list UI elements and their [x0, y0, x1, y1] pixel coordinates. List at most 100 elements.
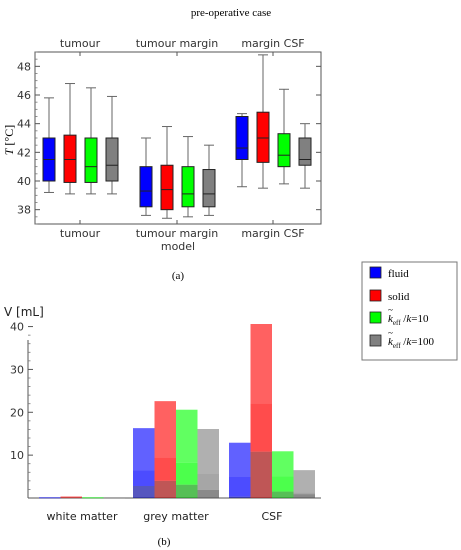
a-ytick-label: 46 [17, 89, 31, 102]
legend-item: keff /k=100~ [369, 328, 434, 350]
bar-layer [293, 494, 315, 498]
bar-layer [103, 497, 125, 499]
a-ytick-label: 44 [17, 118, 31, 131]
legend-swatch [369, 266, 382, 279]
box-body [277, 133, 291, 168]
bar-stack [272, 451, 294, 498]
box-body [105, 137, 119, 182]
bar-layer-shade [229, 496, 251, 498]
bar-layer-shade [250, 451, 272, 498]
bar-layer [250, 403, 272, 452]
b-category-label: CSF [262, 510, 283, 523]
bar-layer-shade [293, 494, 315, 498]
bar-layer [229, 496, 251, 498]
bar-stack [133, 428, 155, 498]
bar-layer-shade [133, 486, 155, 498]
bar-layer [229, 477, 251, 497]
bar-layer [39, 497, 61, 499]
bar-layer-shade [176, 484, 198, 498]
box-body [235, 116, 249, 160]
panel-a-top-category-labels: tumour tumour margin margin CSF [60, 37, 305, 50]
legend-item: fluid [369, 266, 409, 280]
bar-layer [293, 470, 315, 493]
legend-tilde: ~ [388, 305, 393, 315]
bar-stack [154, 401, 176, 498]
box-body [298, 137, 312, 166]
a-top-category-label: tumour margin [136, 37, 219, 50]
bar-stack [176, 409, 198, 498]
b-ytick-label: 40 [10, 321, 24, 334]
box-plot [63, 83, 77, 195]
bar-layer [272, 476, 294, 492]
a-top-category-label: tumour [60, 37, 101, 50]
legend-item: keff /k=10~ [369, 305, 429, 327]
bar-stack [60, 496, 82, 499]
box-body [160, 164, 174, 211]
bar-stack [103, 497, 125, 499]
a-bottom-category-label: tumour [60, 227, 101, 240]
bar-stack [229, 442, 251, 498]
bar-stack [197, 429, 219, 498]
box-body [256, 111, 270, 163]
panel-b-y-axis-label: V [mL] [4, 305, 44, 319]
legend-label: solid [388, 291, 410, 303]
box-plot [160, 126, 174, 219]
a-ytick-label: 42 [17, 146, 31, 159]
bar-stack [250, 324, 272, 498]
box-body [139, 166, 153, 208]
bar-layer [293, 492, 315, 495]
panel-b-y-axis: 10 20 30 40 [10, 321, 33, 490]
box-body [84, 137, 98, 183]
a-ytick-label: 40 [17, 175, 31, 188]
bar-layer-shade [272, 491, 294, 498]
box-plot [42, 97, 56, 193]
box-body [181, 166, 195, 208]
bar-layer [154, 457, 176, 481]
box-body [202, 169, 216, 208]
legend-swatch [369, 334, 382, 347]
box-plot [235, 113, 249, 188]
legend-tilde: ~ [388, 328, 393, 338]
b-category-label: white matter [47, 510, 118, 523]
bar-layer [250, 451, 272, 498]
panel-a-y-axis-label: T [°C] [2, 125, 16, 155]
bar-layer [250, 324, 272, 404]
legend-item: solid [369, 289, 410, 303]
panel-b-category-labels: white matter grey matter CSF [47, 510, 283, 523]
bar-layer [60, 496, 82, 498]
b-ytick-label: 10 [10, 449, 24, 462]
box-plot [256, 54, 270, 189]
bar-layer [197, 474, 219, 490]
panel-a-x-axis-label: model [161, 240, 195, 253]
a-top-category-label: margin CSF [241, 37, 304, 50]
bar-stack [293, 470, 315, 498]
b-category-label: grey matter [143, 510, 209, 523]
bar-layer [154, 401, 176, 458]
bar-stack [39, 497, 61, 499]
bar-layer [272, 451, 294, 477]
bar-layer [154, 480, 176, 498]
box-plot [84, 87, 98, 195]
bar-layer [60, 497, 82, 498]
a-bottom-category-label: tumour margin [136, 227, 219, 240]
box-plot [298, 123, 312, 189]
a-bottom-category-label: margin CSF [241, 227, 304, 240]
legend-label: keff /k=100 [388, 336, 434, 350]
a-ytick-label: 38 [17, 204, 31, 217]
legend-swatch [369, 289, 382, 302]
box-plot [202, 144, 216, 216]
legend-swatch [369, 311, 382, 324]
bar-layer [133, 486, 155, 498]
bar-layer [197, 489, 219, 498]
b-ytick-label: 30 [10, 363, 24, 376]
panel-a-caption: (a) [172, 270, 185, 282]
bar-layer-shade [154, 480, 176, 498]
panel-a-y-axis: 38 40 42 44 46 48 [17, 51, 321, 225]
bar-layer [272, 491, 294, 498]
bar-stack [82, 497, 104, 499]
panel-b-bars [39, 324, 315, 499]
bar-layer [176, 462, 198, 485]
figure-title: pre-operative case [191, 7, 271, 19]
